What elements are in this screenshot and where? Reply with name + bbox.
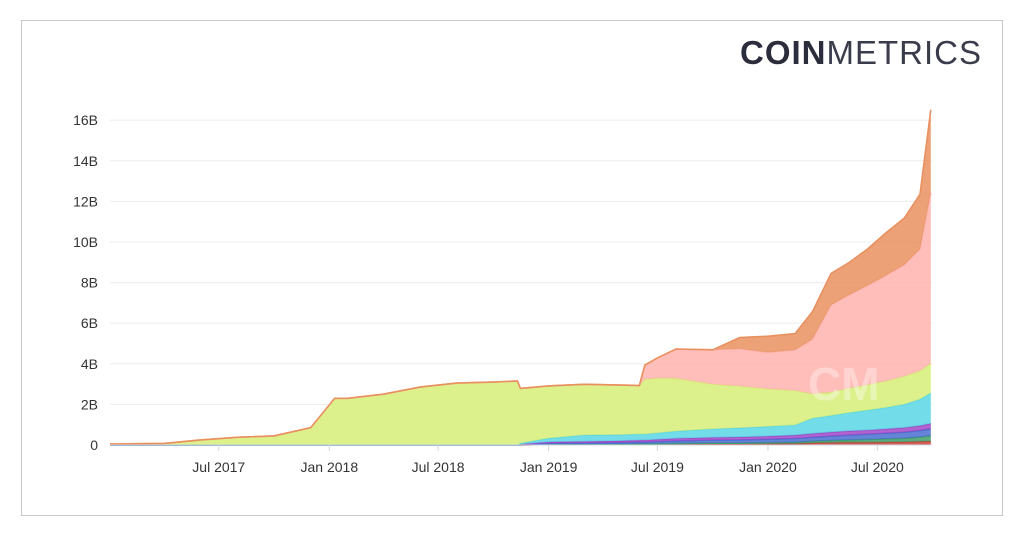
x-tick-label: Jul 2019: [631, 459, 684, 475]
area-series-5: [110, 363, 931, 445]
x-tick-label: Jan 2018: [301, 459, 359, 475]
x-tick-label: Jul 2020: [851, 459, 904, 475]
logo-light-text: METRICS: [826, 34, 982, 71]
area-series-3: [110, 423, 931, 445]
area-series-6: [110, 193, 931, 444]
y-tick-label: 8B: [81, 275, 98, 291]
y-tick-label: 6B: [81, 315, 98, 331]
y-tick-label: 4B: [81, 356, 98, 372]
coinmetrics-logo: COINMETRICS: [740, 36, 982, 69]
x-tick-label: Jan 2019: [520, 459, 578, 475]
y-tick-label: 14B: [73, 153, 98, 169]
cm-watermark: CM: [808, 358, 880, 410]
x-tick-label: Jul 2018: [412, 459, 465, 475]
y-axis: 0 2B 4B 6B 8B 10B 12B 14B 16B: [73, 112, 98, 453]
logo-bold-text: COIN: [740, 34, 827, 71]
area-series-line-7: [109, 109, 932, 445]
area-series-2: [110, 428, 931, 445]
area-series-4: [110, 393, 931, 445]
y-tick-label: 0: [90, 437, 98, 453]
x-tick-label: Jul 2017: [192, 459, 245, 475]
y-tick-label: 12B: [73, 193, 98, 209]
y-tick-label: 16B: [73, 112, 98, 128]
y-tick-label: 2B: [81, 396, 98, 412]
area-series: [109, 109, 932, 446]
x-axis: Jul 2017 Jan 2018 Jul 2018 Jan 2019 Jul 2019…: [110, 444, 932, 475]
x-tick-label: Jan 2020: [739, 459, 797, 475]
y-tick-label: 10B: [73, 234, 98, 250]
